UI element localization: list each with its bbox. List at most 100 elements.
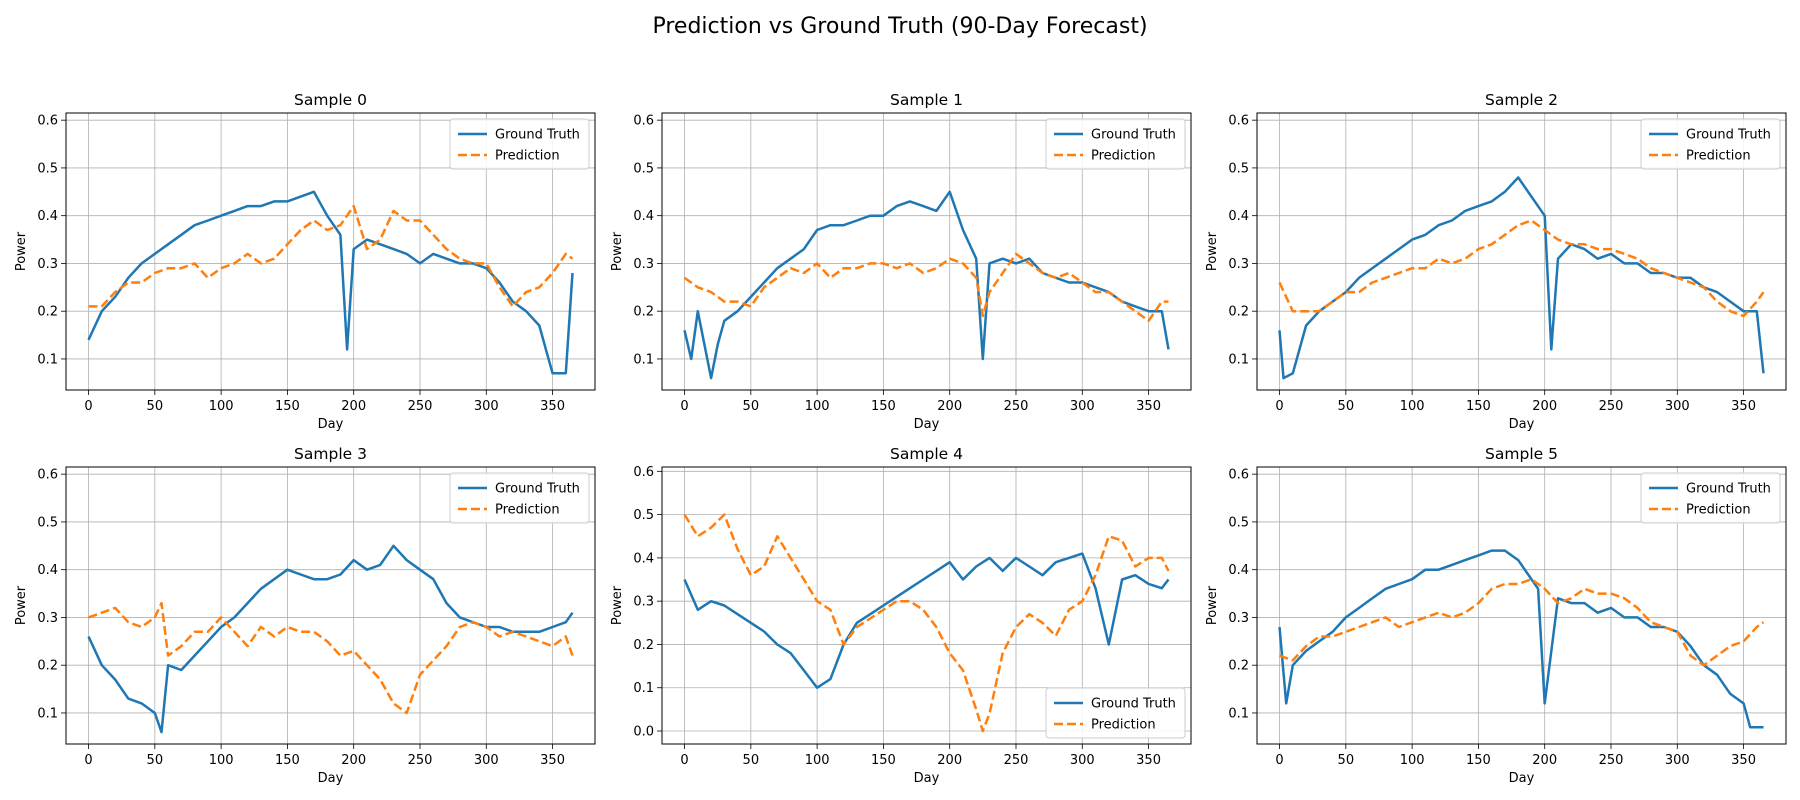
legend: Ground Truth Prediction	[1045, 687, 1186, 739]
x-tick-label: 350	[540, 399, 565, 414]
x-tick-label: 200	[937, 399, 962, 414]
chart-title: Sample 5	[1485, 445, 1558, 463]
x-tick-label: 50	[147, 753, 164, 768]
y-tick-label: 0.5	[1228, 515, 1249, 530]
x-tick-label: 200	[937, 753, 962, 768]
y-tick-label: 0.3	[633, 595, 654, 610]
series-line-1	[683, 513, 1170, 733]
y-tick-label: 0.1	[1228, 706, 1249, 721]
x-tick-label: 100	[209, 753, 234, 768]
x-tick-label: 250	[1599, 753, 1624, 768]
series-line-0	[87, 190, 574, 375]
x-tick-label: 300	[1070, 753, 1095, 768]
x-tick-label: 100	[1400, 753, 1425, 768]
axes-frame	[65, 466, 596, 745]
y-tick-label: 0.0	[633, 725, 654, 740]
y-axis-label: Power	[1205, 231, 1220, 271]
y-tick-label: 0.2	[1228, 659, 1249, 674]
legend-box	[1045, 118, 1186, 170]
x-tick-label: 300	[474, 753, 499, 768]
y-tick-label: 0.4	[1228, 563, 1249, 578]
axes-frame	[1256, 112, 1787, 391]
x-tick-label: 250	[408, 399, 433, 414]
chart-panel-0: 0 50 100 150 200 250 300 350 0.1 0.2 0.3 0.4 0.5 0.6 S…	[14, 91, 596, 432]
legend-label-1: Prediction	[495, 149, 560, 164]
x-tick-label: 150	[871, 753, 896, 768]
x-tick-label: 100	[805, 753, 830, 768]
x-axis-label: Day	[914, 417, 940, 432]
x-axis-label: Day	[914, 771, 940, 786]
legend-box	[1640, 118, 1781, 170]
series-line-1	[1278, 219, 1765, 318]
chart-panel-2: 0 50 100 150 200 250 300 350 0.1 0.2 0.3 0.4 0.5 0.6 S…	[1205, 91, 1787, 432]
series-line-0	[683, 552, 1170, 689]
y-tick-label: 0.1	[633, 352, 654, 367]
legend-label-0: Ground Truth	[1091, 697, 1176, 712]
x-tick-label: 250	[1004, 753, 1029, 768]
y-axis-label: Power	[610, 231, 625, 271]
chart-panel-3: 0 50 100 150 200 250 300 350 0.1 0.2 0.3 0.4 0.5 0.6 S…	[14, 445, 596, 786]
y-tick-label: 0.2	[633, 638, 654, 653]
x-tick-label: 0	[680, 399, 688, 414]
x-tick-label: 200	[1532, 753, 1557, 768]
series-line-0	[683, 190, 1170, 380]
x-tick-label: 300	[474, 399, 499, 414]
series-line-1	[1279, 577, 1765, 667]
x-tick-label: 350	[1731, 753, 1756, 768]
y-axis-label: Power	[14, 585, 29, 625]
x-axis-label: Day	[1509, 417, 1535, 432]
y-tick-label: 0.4	[633, 209, 654, 224]
y-axis-label: Power	[14, 231, 29, 271]
series-line-0	[87, 544, 574, 734]
series-line-0	[1278, 549, 1764, 729]
series-line-1	[88, 601, 574, 715]
x-tick-label: 100	[1400, 399, 1425, 414]
y-tick-label: 0.2	[37, 305, 58, 320]
chart-panel-4: 0 50 100 150 200 250 300 350 0.0 0.1 0.2 0.3 0.4 0.5 0…	[610, 445, 1192, 786]
legend-box	[449, 118, 590, 170]
axes-frame	[661, 112, 1192, 391]
y-tick-label: 0.4	[37, 209, 58, 224]
y-tick-label: 0.4	[1228, 209, 1249, 224]
series-line-0	[1278, 176, 1765, 380]
y-tick-label: 0.3	[37, 257, 58, 272]
legend-label-0: Ground Truth	[495, 482, 580, 497]
figure-title: Prediction vs Ground Truth (90-Day Forec…	[652, 14, 1147, 39]
y-axis-label: Power	[610, 585, 625, 625]
y-tick-label: 0.5	[633, 161, 654, 176]
y-tick-label: 0.3	[37, 611, 58, 626]
y-tick-label: 0.1	[633, 681, 654, 696]
legend-box	[449, 472, 590, 524]
chart-title: Sample 4	[890, 445, 963, 463]
legend: Ground Truth Prediction	[1640, 118, 1781, 170]
x-tick-label: 350	[1136, 399, 1161, 414]
panels: 0 50 100 150 200 250 300 350 0.1 0.2 0.3 0.4 0.5 0.6 S…	[14, 91, 1787, 786]
legend-label-1: Prediction	[1686, 503, 1751, 518]
y-tick-label: 0.4	[633, 551, 654, 566]
chart-title: Sample 1	[890, 91, 963, 109]
x-tick-label: 250	[1004, 399, 1029, 414]
x-tick-label: 0	[84, 399, 92, 414]
x-axis-label: Day	[318, 417, 344, 432]
chart-title: Sample 2	[1485, 91, 1558, 109]
x-tick-label: 100	[805, 399, 830, 414]
y-tick-label: 0.6	[633, 114, 654, 129]
x-tick-label: 350	[540, 753, 565, 768]
x-tick-label: 200	[1532, 399, 1557, 414]
x-tick-label: 300	[1665, 399, 1690, 414]
chart-title: Sample 0	[294, 91, 367, 109]
legend-label-0: Ground Truth	[1091, 128, 1176, 143]
y-tick-label: 0.3	[1228, 257, 1249, 272]
x-tick-label: 50	[1338, 753, 1355, 768]
series-line-1	[88, 204, 574, 308]
x-tick-label: 150	[1466, 399, 1491, 414]
y-tick-label: 0.2	[1228, 305, 1249, 320]
y-tick-label: 0.6	[37, 114, 58, 129]
x-tick-label: 250	[1599, 399, 1624, 414]
x-tick-label: 200	[341, 399, 366, 414]
legend: Ground Truth Prediction	[1640, 472, 1781, 524]
x-tick-label: 150	[275, 399, 300, 414]
x-tick-label: 150	[871, 399, 896, 414]
x-tick-label: 50	[1338, 399, 1355, 414]
